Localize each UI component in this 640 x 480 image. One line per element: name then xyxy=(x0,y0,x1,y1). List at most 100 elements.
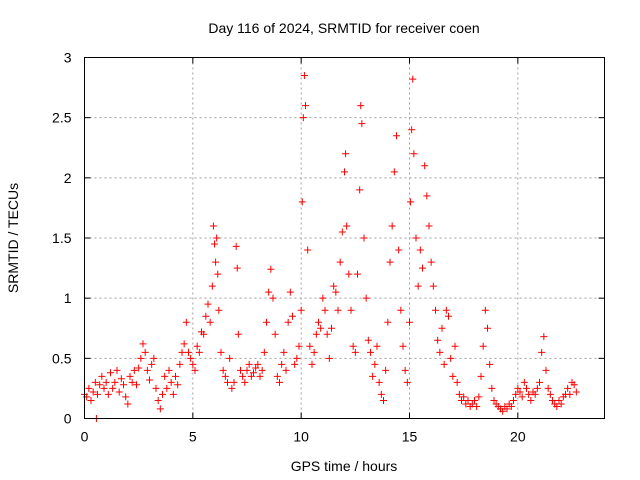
y-tick-label: 1.5 xyxy=(52,230,72,246)
data-point xyxy=(219,366,227,374)
data-point xyxy=(471,396,478,404)
data-point xyxy=(256,372,264,380)
data-point xyxy=(276,378,283,386)
data-point xyxy=(325,354,333,362)
data-point xyxy=(395,246,403,254)
data-point xyxy=(408,126,416,134)
data-point xyxy=(356,186,364,194)
data-point xyxy=(449,372,457,380)
data-point xyxy=(298,198,306,206)
data-point xyxy=(549,396,556,404)
data-point xyxy=(304,246,312,254)
data-point xyxy=(237,366,244,374)
data-point xyxy=(159,390,166,398)
data-point xyxy=(414,282,422,290)
data-point xyxy=(265,288,273,296)
data-point xyxy=(193,342,201,350)
data-point xyxy=(310,348,318,356)
data-point xyxy=(139,340,147,348)
data-point xyxy=(211,240,218,248)
data-point xyxy=(200,330,208,338)
data-point xyxy=(357,102,365,110)
data-point xyxy=(401,366,409,374)
data-point xyxy=(460,393,468,401)
data-point xyxy=(440,360,448,368)
data-point xyxy=(544,384,552,392)
data-point xyxy=(306,342,314,350)
data-point xyxy=(399,342,407,350)
data-point xyxy=(245,360,253,368)
data-point xyxy=(269,294,277,302)
y-tick-label: 1 xyxy=(64,290,72,306)
grid-lines xyxy=(84,57,605,419)
data-point xyxy=(113,366,121,374)
data-point xyxy=(178,348,186,356)
data-point xyxy=(397,306,405,314)
data-point xyxy=(209,222,217,230)
data-point xyxy=(555,396,563,404)
data-point xyxy=(419,264,426,272)
data-point xyxy=(135,364,143,372)
data-point xyxy=(212,258,220,266)
data-point xyxy=(523,384,530,392)
data-point xyxy=(423,192,431,200)
data-point xyxy=(332,288,340,296)
data-point xyxy=(239,372,247,380)
data-point xyxy=(360,234,368,242)
data-point xyxy=(232,242,240,250)
data-point xyxy=(477,372,485,380)
data-point xyxy=(345,270,353,278)
data-point xyxy=(557,400,565,408)
data-point xyxy=(165,366,173,374)
data-point xyxy=(167,378,175,386)
x-tick-label: 20 xyxy=(510,429,526,445)
data-point xyxy=(109,384,117,392)
data-point xyxy=(98,372,106,380)
data-point xyxy=(217,348,225,356)
data-point xyxy=(243,366,251,374)
data-point xyxy=(273,372,281,380)
data-point xyxy=(185,348,192,356)
data-point xyxy=(347,306,355,314)
data-point xyxy=(490,396,498,404)
data-point xyxy=(107,369,114,377)
data-point xyxy=(174,381,182,389)
data-point xyxy=(373,342,381,350)
data-point xyxy=(364,336,372,344)
data-point xyxy=(473,402,481,410)
data-point xyxy=(486,360,494,368)
data-point xyxy=(362,294,370,302)
data-point xyxy=(380,396,387,404)
data-point xyxy=(146,376,153,384)
data-point xyxy=(130,366,138,374)
y-axis-label: SRMTID / TECUs xyxy=(5,183,21,293)
data-point xyxy=(293,354,301,362)
data-point xyxy=(260,348,268,356)
data-point xyxy=(221,372,229,380)
data-point xyxy=(479,342,487,350)
data-point xyxy=(429,282,437,290)
data-point xyxy=(407,198,415,206)
data-point xyxy=(241,378,249,386)
data-point xyxy=(427,258,435,266)
data-point xyxy=(546,390,554,398)
data-point xyxy=(514,384,522,392)
data-point xyxy=(176,360,184,368)
data-point xyxy=(289,312,296,320)
data-point xyxy=(518,393,526,401)
data-point xyxy=(319,294,327,302)
data-point xyxy=(191,366,199,374)
data-point xyxy=(148,360,156,368)
x-tick-label: 15 xyxy=(402,429,418,445)
data-point xyxy=(570,381,578,389)
data-point xyxy=(169,390,177,398)
data-point xyxy=(499,407,507,415)
data-point xyxy=(230,378,238,386)
data-point xyxy=(195,348,203,356)
data-point xyxy=(89,388,97,396)
data-point xyxy=(406,318,413,326)
data-point xyxy=(115,388,123,396)
chart-title: Day 116 of 2024, SRMTID for receiver coe… xyxy=(208,20,479,36)
data-point xyxy=(284,318,292,326)
